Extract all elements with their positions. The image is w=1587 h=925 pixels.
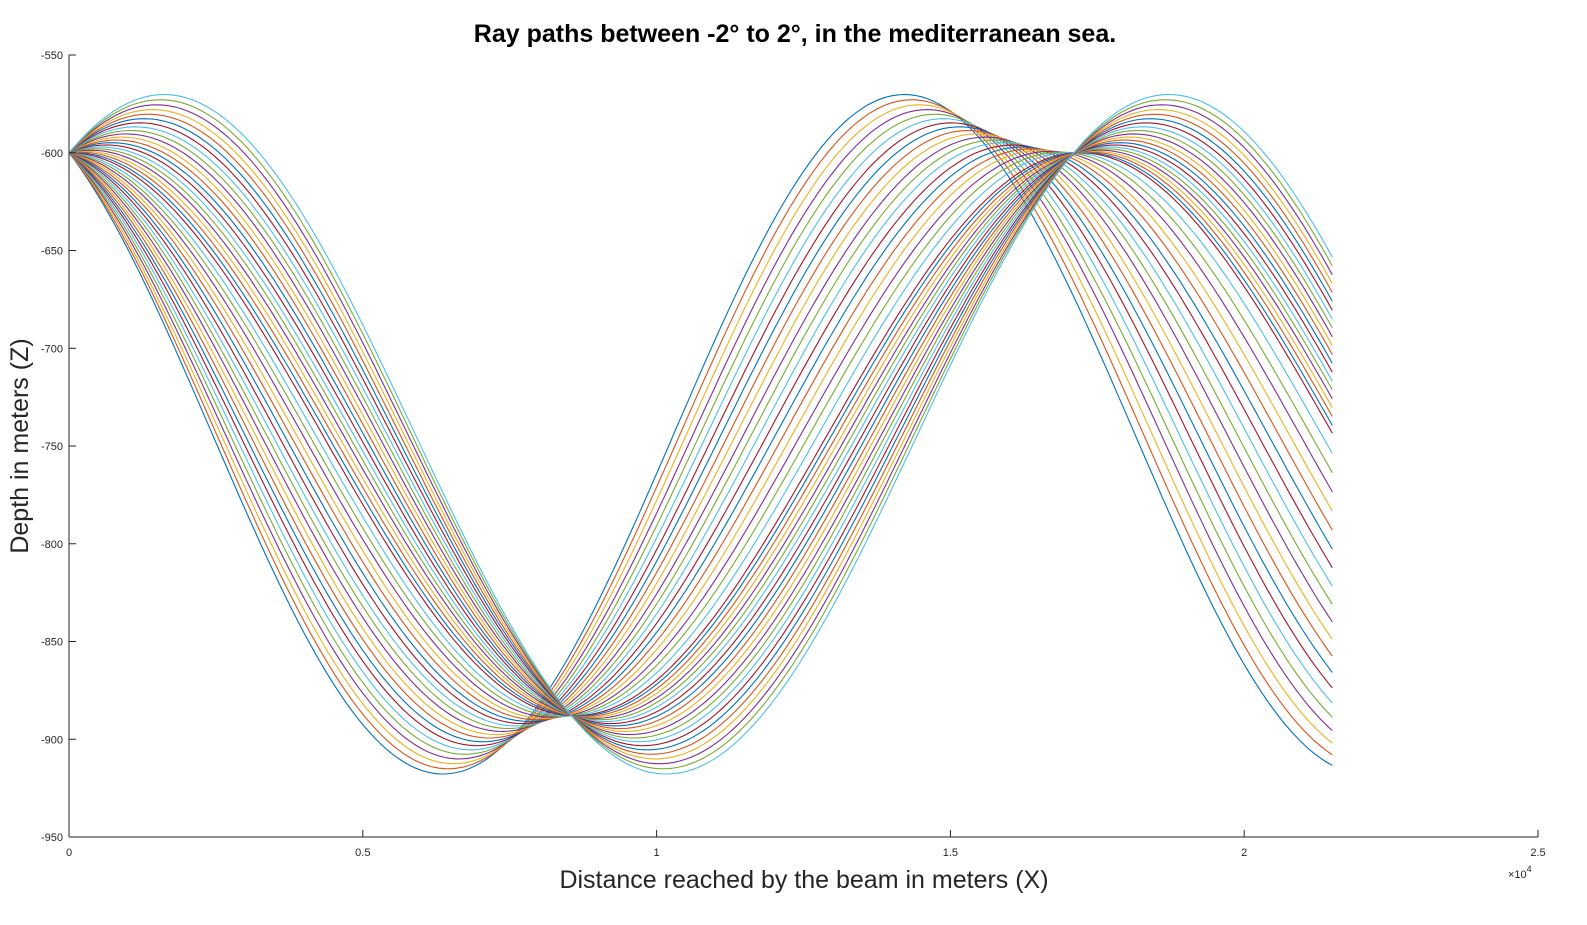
ray-path-line [68, 104, 1333, 765]
x-axis-label: Distance reached by the beam in meters (… [559, 866, 1048, 894]
ray-path-line [68, 148, 1333, 721]
x-tick-label: 0 [66, 847, 72, 859]
ray-path-line [68, 136, 1333, 732]
ray-path-line [68, 149, 1333, 719]
y-tick-label: -750 [41, 441, 63, 453]
ray-path-line [68, 93, 1333, 775]
y-axis-label: Depth in meters (Z) [6, 338, 34, 553]
ray-path-line [68, 93, 1333, 775]
ray-path-line [68, 104, 1333, 765]
ray-path-line [68, 152, 1333, 717]
x-tick-label: 0.5 [355, 847, 370, 859]
ray-path-line [68, 129, 1333, 739]
ray-path-line [68, 136, 1333, 732]
ray-path-line [68, 129, 1333, 739]
y-tick-label: -600 [41, 148, 63, 160]
x-axis-multiplier-base: ×10 [1508, 869, 1527, 881]
ray-path-line [68, 133, 1333, 736]
ray-path-line [68, 146, 1333, 723]
ray-path-line [68, 109, 1333, 760]
ray-path-line [68, 152, 1333, 717]
chart-title: Ray paths between -2° to 2°, in the medi… [474, 20, 1116, 48]
ray-path-line [68, 126, 1333, 743]
ray-path-line [68, 122, 1333, 747]
ray-path-line [68, 109, 1333, 760]
y-tick-label: -950 [41, 832, 63, 844]
ray-path-line [68, 122, 1333, 747]
ray-path-line [68, 151, 1333, 717]
ray-path-line [68, 118, 1333, 751]
y-tick-label: -650 [41, 246, 63, 258]
x-axis-multiplier-exponent: 4 [1527, 864, 1532, 874]
ray-path-line [68, 144, 1333, 725]
x-tick-label: 1 [654, 847, 660, 859]
ray-path-line [68, 146, 1333, 723]
ray-path-line [68, 142, 1333, 727]
ray-path-line [68, 150, 1333, 718]
ray-path-line [68, 118, 1333, 751]
ray-path-line [68, 139, 1333, 730]
ray-path-line [68, 113, 1333, 755]
ray-path-line [68, 126, 1333, 743]
ray-path-line [68, 99, 1333, 770]
ray-path-line [68, 151, 1333, 717]
y-tick-label: -800 [41, 539, 63, 551]
x-axis-multiplier: ×104 [1508, 864, 1532, 881]
y-tick-label: -850 [41, 637, 63, 649]
x-tick-label: 2 [1241, 847, 1247, 859]
ray-path-line [68, 144, 1333, 725]
ray-series-group [68, 93, 1333, 775]
x-tick-label: 1.5 [943, 847, 958, 859]
x-tick-label: 2.5 [1530, 847, 1545, 859]
ray-path-line [68, 133, 1333, 736]
ray-path-line [68, 99, 1333, 770]
ray-path-line [68, 150, 1333, 718]
y-tick-label: -550 [41, 50, 63, 62]
ray-path-line [68, 148, 1333, 721]
ray-path-line [68, 139, 1333, 730]
y-tick-label: -700 [41, 343, 63, 355]
y-tick-label: -900 [41, 734, 63, 746]
ray-path-line [68, 152, 1333, 717]
ray-path-line [68, 113, 1333, 755]
y-ticks: -550 -600 -650 -700 -750 -800 -850 -900 -950 [41, 50, 76, 844]
ray-path-line [68, 142, 1333, 727]
ray-path-line [68, 149, 1333, 719]
x-ticks: 0 0.5 1 1.5 2 2.5 [66, 830, 1546, 859]
